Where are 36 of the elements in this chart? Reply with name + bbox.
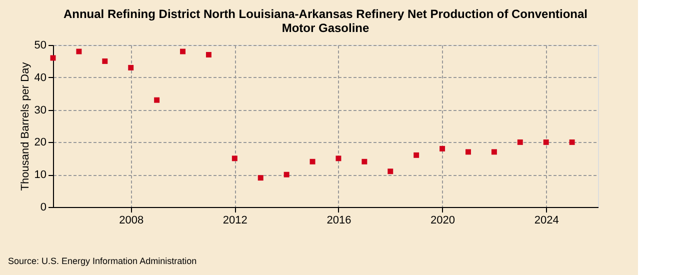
point: [517, 139, 523, 145]
point: [569, 139, 575, 145]
x-tick-label: 2016: [326, 214, 352, 226]
x-tick-label: 2012: [222, 214, 248, 226]
point: [362, 158, 368, 164]
x-tick-label: 2024: [534, 214, 559, 226]
point: [388, 168, 394, 174]
text: Annual Refining District North Louisiana-Arkansas Refinery Net Production of Conventional: [63, 7, 588, 21]
point: [128, 64, 134, 70]
point: [543, 139, 549, 145]
x-tick-label: 2008: [119, 214, 144, 226]
point: [232, 156, 238, 162]
point: [258, 175, 264, 181]
point: [50, 55, 56, 61]
y-tick-label: 50: [34, 40, 46, 52]
source-note: Source: U.S. Energy Information Administration: [8, 256, 197, 266]
point: [414, 152, 420, 158]
point: [180, 48, 186, 54]
y-tick-label: 0: [40, 202, 46, 214]
point: [466, 149, 471, 155]
y-tick-label: 30: [34, 104, 46, 116]
y-tick-label: 40: [34, 72, 46, 84]
point: [102, 58, 108, 64]
point: [310, 158, 316, 164]
point: [336, 156, 342, 162]
point: [491, 149, 497, 155]
y-axis-title: Thousand Barrels per Day: [19, 62, 32, 191]
point: [440, 146, 446, 152]
text: Motor Gasoline: [282, 21, 370, 35]
point: [284, 172, 290, 178]
point: [154, 97, 160, 103]
point: [206, 52, 212, 58]
y-tick-label: 10: [34, 169, 46, 182]
x-tick-label: 2020: [430, 214, 456, 226]
y-tick-label: 20: [34, 136, 46, 149]
point: [76, 48, 82, 54]
